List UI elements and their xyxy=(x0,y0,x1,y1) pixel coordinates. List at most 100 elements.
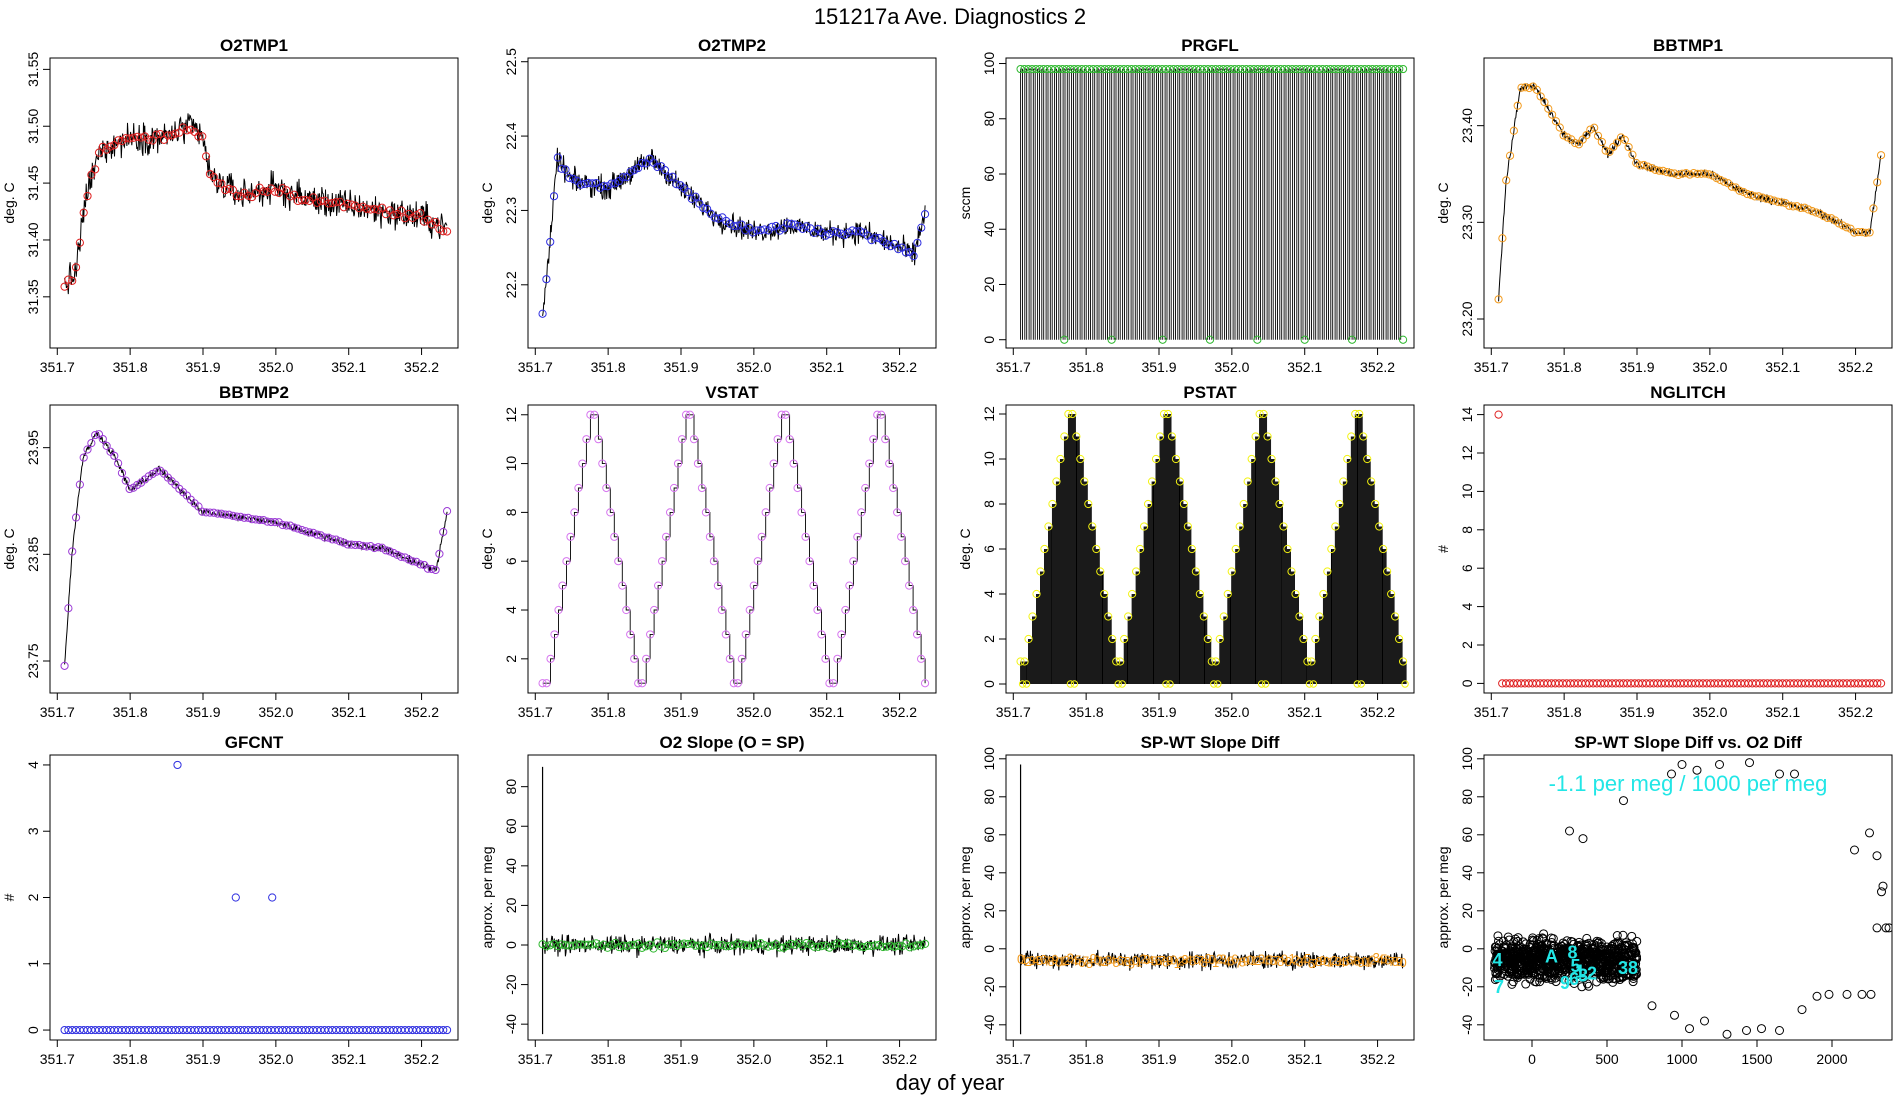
data-point xyxy=(1072,432,1081,441)
data-marker: 4 xyxy=(1224,954,1231,969)
data-point xyxy=(1357,680,1365,688)
data-marker: 1 xyxy=(1097,954,1104,969)
y-tick-label: 60 xyxy=(981,827,997,843)
data-point xyxy=(1210,680,1218,688)
data-point xyxy=(94,148,104,157)
plot-frame xyxy=(1005,57,1415,349)
data-point xyxy=(1275,499,1284,509)
data-point xyxy=(729,679,738,688)
y-tick-label: 6 xyxy=(981,545,997,553)
data-point xyxy=(741,941,750,950)
data-point xyxy=(697,483,707,493)
data-point xyxy=(542,679,551,688)
data-point xyxy=(1158,335,1167,344)
plot-frame xyxy=(527,404,937,694)
data-point xyxy=(1620,941,1630,951)
data-point xyxy=(121,476,130,485)
chart-nglitch: NGLITCH #351.7 351.8 351.9 352.0 352.1 352.2 0 2… xyxy=(1435,383,1893,720)
data-point xyxy=(538,679,547,688)
plot-frame xyxy=(49,57,459,349)
data-point xyxy=(857,508,866,517)
x-tick-label: 352.0 xyxy=(1692,359,1727,375)
cluster-label: 4 xyxy=(1492,950,1502,970)
chart-title: BBTMP2 xyxy=(219,383,289,402)
chart-title: O2TMP2 xyxy=(698,36,766,55)
data-point xyxy=(1187,544,1196,554)
data-point xyxy=(1564,976,1574,986)
data-point xyxy=(1490,975,1500,985)
data-point xyxy=(844,228,853,237)
data-point xyxy=(420,217,429,226)
data-point xyxy=(1582,130,1591,140)
data-point xyxy=(1570,138,1580,148)
data-point xyxy=(871,941,880,950)
data-point xyxy=(1769,196,1779,205)
x-tick-label: 351.9 xyxy=(1619,359,1654,375)
data-point xyxy=(324,533,333,542)
data-point xyxy=(1716,175,1725,185)
x-tick-label: 351.9 xyxy=(663,704,698,720)
data-point xyxy=(783,941,792,950)
y-tick-label: 8 xyxy=(1459,526,1475,534)
data-marker: 1 xyxy=(1212,955,1219,970)
data-point xyxy=(909,942,918,951)
data-point xyxy=(713,581,722,590)
data-marker: 6 xyxy=(1040,952,1047,967)
y-tick-label: 100 xyxy=(981,747,997,771)
data-point xyxy=(760,225,769,234)
data-point xyxy=(1114,680,1122,688)
data-point xyxy=(658,557,667,566)
data-point xyxy=(813,942,823,951)
data-point xyxy=(431,217,440,227)
data-point xyxy=(1569,956,1579,966)
data-point xyxy=(1036,567,1045,576)
data-point xyxy=(802,938,811,948)
data-trace xyxy=(64,113,448,295)
data-point xyxy=(1539,929,1549,939)
data-point xyxy=(821,231,830,240)
data-point xyxy=(1347,432,1356,441)
data-point xyxy=(1100,589,1109,599)
y-tick-label: 80 xyxy=(1459,789,1475,805)
y-tick-label: 40 xyxy=(503,858,519,874)
data-point xyxy=(244,513,253,522)
data-marker: 0 xyxy=(1361,954,1368,969)
data-point xyxy=(286,521,295,530)
x-tick-label: 352.1 xyxy=(1287,704,1322,720)
data-point xyxy=(173,760,182,770)
data-marker: 0 xyxy=(1208,952,1215,967)
data-point xyxy=(98,434,107,444)
data-point xyxy=(1613,138,1622,147)
data-point xyxy=(871,233,880,242)
data-point xyxy=(324,199,333,208)
data-point xyxy=(722,942,731,951)
data-point xyxy=(1287,567,1296,576)
data-point xyxy=(247,515,257,524)
x-tick-label: 352.2 xyxy=(404,359,439,375)
data-point xyxy=(661,532,671,541)
data-point xyxy=(909,252,918,261)
data-point xyxy=(1881,923,1891,933)
data-point xyxy=(171,129,180,138)
chart-vstat: VSTAT deg. C 351.7 351.8 351.9 352.0 352.1 352.… xyxy=(479,383,937,720)
data-point xyxy=(1492,956,1502,966)
plot-area xyxy=(538,766,930,1035)
data-point xyxy=(1533,961,1543,971)
data-marker: 5 xyxy=(1151,953,1158,968)
data-point xyxy=(79,208,88,217)
data-point xyxy=(1559,949,1569,959)
y-tick-label: -20 xyxy=(981,976,997,996)
data-point xyxy=(1766,195,1775,204)
data-marker: 7 xyxy=(1082,954,1089,969)
plot-frame xyxy=(1483,404,1893,694)
data-point xyxy=(1309,680,1318,688)
data-point xyxy=(1878,881,1888,891)
plot-area xyxy=(60,429,452,670)
data-point xyxy=(1155,432,1165,441)
data-point xyxy=(1804,205,1813,214)
data-point xyxy=(802,222,811,231)
data-point xyxy=(809,581,818,590)
cluster-label: 5 xyxy=(1570,956,1580,976)
data-point xyxy=(614,942,624,952)
data-point xyxy=(1712,174,1721,183)
